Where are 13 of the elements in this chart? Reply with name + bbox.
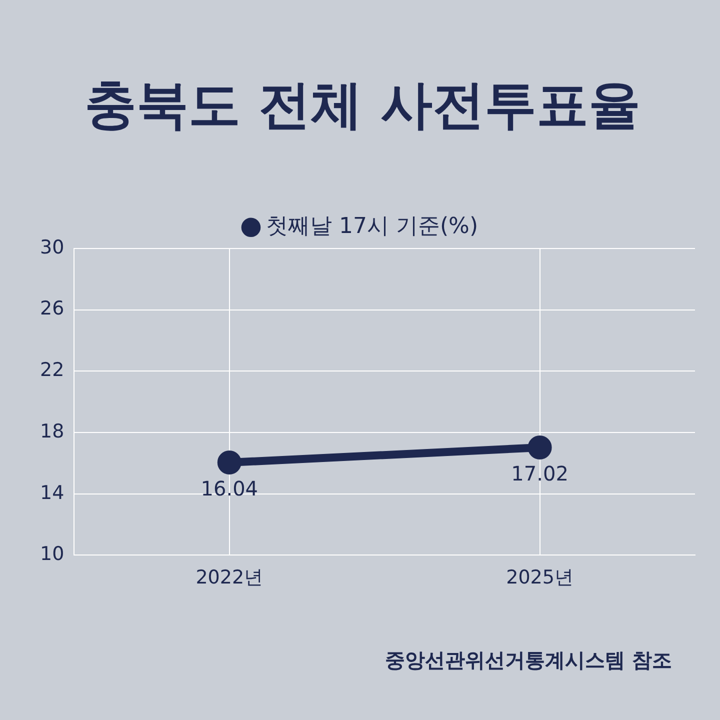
y-tick-label: 26 bbox=[40, 298, 64, 320]
y-tick-label: 18 bbox=[40, 420, 64, 442]
legend-label: 첫째날 17시 기준(%) bbox=[266, 214, 478, 240]
x-tick-label: 2025년 bbox=[506, 566, 574, 589]
data-label: 17.02 bbox=[511, 462, 568, 486]
y-tick-label: 14 bbox=[40, 482, 64, 504]
y-tick-label: 10 bbox=[40, 543, 64, 566]
chart-title: 충북도 전체 사전투표율 bbox=[84, 76, 641, 136]
x-tick-label: 2022년 bbox=[196, 566, 264, 589]
y-tick-label: 22 bbox=[40, 359, 64, 382]
y-tick-label: 30 bbox=[40, 236, 64, 258]
data-label: 16.04 bbox=[200, 476, 258, 501]
text: 중앙선관위선거통계시스템 참조 bbox=[385, 648, 672, 672]
